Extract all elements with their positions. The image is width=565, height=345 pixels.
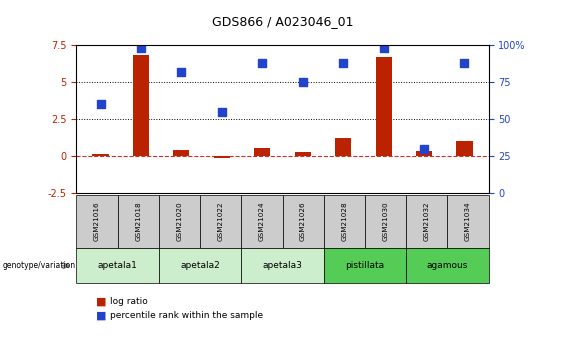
Bar — [294, 152, 311, 156]
Text: GSM21032: GSM21032 — [424, 202, 430, 242]
Text: ■: ■ — [96, 297, 107, 307]
Text: genotype/variation: genotype/variation — [3, 261, 76, 270]
Text: apetala2: apetala2 — [180, 261, 220, 270]
Text: GDS866 / A023046_01: GDS866 / A023046_01 — [212, 16, 353, 29]
Bar — [214, 156, 230, 158]
Bar — [173, 150, 189, 156]
Bar — [93, 154, 108, 156]
Point — [419, 146, 428, 151]
Text: GSM21016: GSM21016 — [94, 202, 100, 242]
Point — [338, 60, 347, 66]
Text: GSM21022: GSM21022 — [218, 202, 224, 242]
Point — [96, 101, 105, 107]
Text: GSM21034: GSM21034 — [465, 202, 471, 242]
Text: agamous: agamous — [427, 261, 468, 270]
Text: ■: ■ — [96, 311, 107, 321]
Text: log ratio: log ratio — [110, 297, 148, 306]
Text: GSM21028: GSM21028 — [341, 202, 347, 242]
Point — [460, 60, 469, 66]
Text: GSM21030: GSM21030 — [383, 202, 389, 242]
Text: GSM21020: GSM21020 — [176, 202, 182, 242]
Bar — [416, 151, 432, 156]
Point — [298, 79, 307, 85]
Bar — [254, 148, 271, 156]
Bar — [335, 138, 351, 156]
Text: percentile rank within the sample: percentile rank within the sample — [110, 311, 263, 320]
Text: pistillata: pistillata — [345, 261, 385, 270]
Bar — [457, 141, 472, 156]
Bar — [133, 55, 149, 156]
Point — [137, 45, 146, 51]
Point — [379, 45, 388, 51]
Text: apetala3: apetala3 — [263, 261, 302, 270]
Text: GSM21026: GSM21026 — [300, 202, 306, 242]
Text: GSM21018: GSM21018 — [135, 202, 141, 242]
Point — [258, 60, 267, 66]
Point — [218, 109, 227, 115]
Point — [177, 69, 186, 74]
Text: GSM21024: GSM21024 — [259, 202, 265, 242]
Text: apetala1: apetala1 — [98, 261, 137, 270]
Bar — [376, 57, 392, 156]
